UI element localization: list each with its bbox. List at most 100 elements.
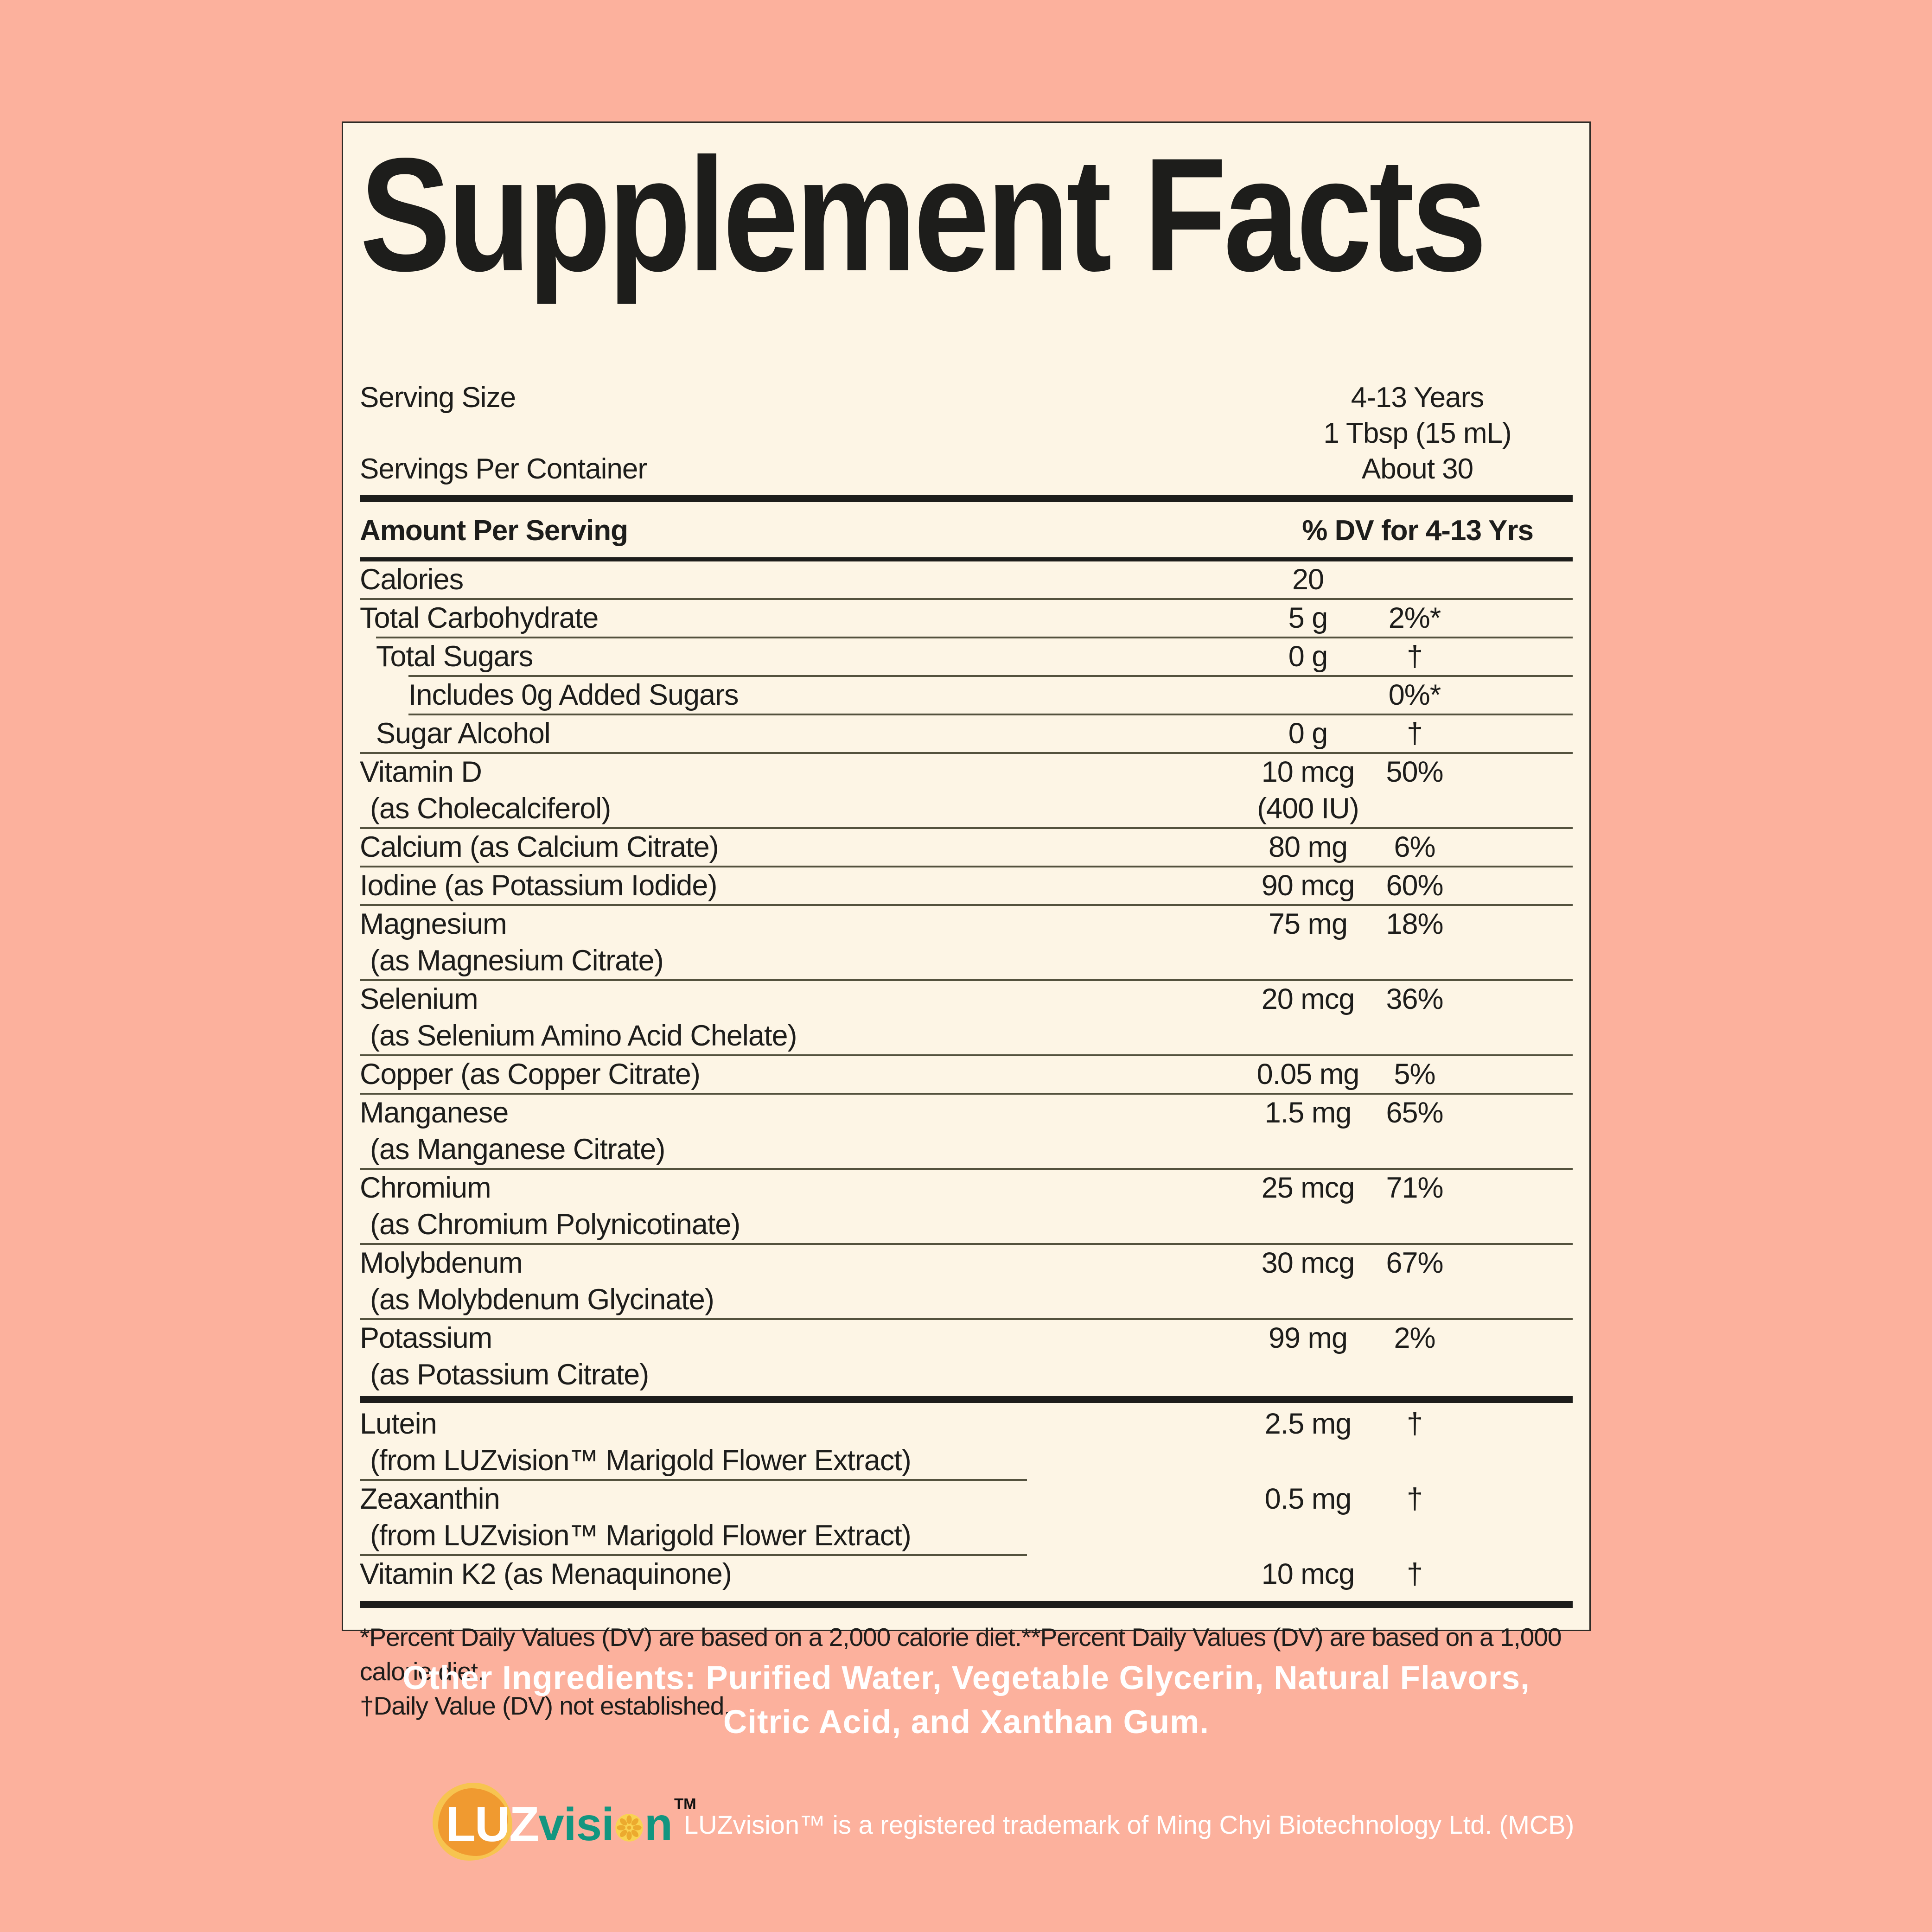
divider-heavy-bottom: [360, 1601, 1573, 1608]
nutrient-name: Includes 0g Added Sugars: [408, 679, 739, 711]
row-divider: [360, 598, 1573, 600]
logo-luz: LUZ: [446, 1797, 539, 1852]
nutrient-dv: 2%: [1394, 1322, 1435, 1354]
nutrient-name: Potassium: [360, 1322, 492, 1354]
nutrient-amount: 20 mcg: [1261, 983, 1355, 1015]
nutrient-amount: 75 mg: [1268, 908, 1348, 940]
nutrient-amount: 99 mg: [1268, 1322, 1348, 1354]
nutrient-row: Molybdenum 30 mcg 67% (as Molybdenum Glycin…: [360, 1245, 1573, 1318]
nutrient-row: Vitamin D 10 mcg 50% (as Cholecalciferol) (4…: [360, 754, 1573, 827]
nutrient-name: Copper (as Copper Citrate): [360, 1058, 701, 1090]
nutrient-dv: †: [1406, 640, 1423, 673]
row-divider: [360, 1479, 1027, 1481]
nutrient-name: Total Sugars: [376, 640, 533, 673]
sun-icon: [615, 1814, 643, 1842]
nutrient-line: Vitamin D 10 mcg 50%: [360, 754, 1573, 791]
panel-title: Supplement Facts: [360, 134, 1573, 347]
nutrient-name: Vitamin K2 (as Menaquinone): [360, 1558, 732, 1590]
row-divider: [360, 1168, 1573, 1170]
nutrient-subline: (as Molybdenum Glycinate): [360, 1282, 1573, 1318]
nutrient-row: Calcium (as Calcium Citrate) 80 mg 6%: [360, 829, 1573, 866]
servings-per-container-label: Servings Per Container: [360, 453, 647, 485]
row-divider: [360, 1093, 1573, 1095]
row-divider: [408, 714, 1573, 715]
nutrient-subline: (as Manganese Citrate): [360, 1131, 1573, 1168]
amount-per-serving-header: Amount Per Serving: [360, 515, 628, 547]
nutrient-line: Vitamin K2 (as Menaquinone) 10 mcg †: [360, 1556, 1573, 1593]
row-divider: [360, 904, 1573, 906]
nutrient-dv: 0%*: [1388, 679, 1441, 711]
logo-text: LUZ visi n: [446, 1783, 696, 1866]
serving-age-group: 4-13 Years: [1351, 382, 1484, 414]
nutrient-source: (as Molybdenum Glycinate): [370, 1283, 714, 1316]
nutrient-line: Manganese 1.5 mg 65%: [360, 1095, 1573, 1131]
nutrient-row: Sugar Alcohol 0 g †: [360, 715, 1573, 752]
nutrient-row: Vitamin K2 (as Menaquinone) 10 mcg †: [360, 1556, 1573, 1593]
nutrient-row: Potassium 99 mg 2% (as Potassium Citrate): [360, 1320, 1573, 1393]
nutrient-name: Manganese: [360, 1097, 509, 1129]
nutrient-dv: †: [1406, 1408, 1423, 1440]
serving-size-row: Serving Size 4-13 Years: [360, 380, 1573, 415]
nutrient-dv: †: [1406, 1558, 1423, 1590]
nutrient-amount: 30 mcg: [1261, 1247, 1355, 1279]
divider-heavy-top: [360, 495, 1573, 502]
footnote-percent-dv: *Percent Daily Values (DV) are based on …: [360, 1623, 1562, 1686]
row-divider: [360, 1554, 1027, 1556]
nutrient-subline: (as Potassium Citrate): [360, 1357, 1573, 1393]
supplement-facts-panel: Supplement Facts Serving Size 4-13 Years…: [342, 121, 1591, 1720]
nutrient-line: Calcium (as Calcium Citrate) 80 mg 6%: [360, 829, 1573, 866]
row-divider: [360, 1318, 1573, 1320]
serving-size-amount-row: 1 Tbsp (15 mL): [360, 415, 1573, 451]
nutrient-dv: †: [1406, 1483, 1423, 1515]
other-ingredients-line1: Other Ingredients: Purified Water, Veget…: [402, 1660, 1530, 1696]
nutrient-name: Iodine (as Potassium Iodide): [360, 869, 717, 902]
nutrient-dv: 65%: [1386, 1097, 1443, 1129]
nutrient-sub-amount: (400 IU): [1257, 792, 1359, 825]
nutrient-dv: 71%: [1386, 1172, 1443, 1204]
nutrient-row: Magnesium 75 mg 18% (as Magnesium Citrate): [360, 906, 1573, 979]
serving-info: Serving Size 4-13 Years 1 Tbsp (15 mL) S…: [360, 380, 1573, 487]
footer: LUZ visi n: [433, 1783, 1574, 1866]
nutrient-name: Magnesium: [360, 908, 507, 940]
nutrient-subline: (as Cholecalciferol) (400 IU): [360, 791, 1573, 827]
nutrient-row: Lutein 2.5 mg † (from LUZvision™ Marigold F…: [360, 1406, 1573, 1479]
nutrient-row: Includes 0g Added Sugars 0%*: [360, 677, 1573, 714]
nutrient-amount: 10 mcg: [1261, 756, 1355, 788]
nutrient-amount: 1.5 mg: [1264, 1097, 1352, 1129]
nutrient-line: Includes 0g Added Sugars 0%*: [360, 677, 1573, 714]
row-divider: [360, 1243, 1573, 1245]
nutrient-row: Chromium 25 mcg 71% (as Chromium Polynicoti…: [360, 1170, 1573, 1243]
row-divider: [360, 827, 1573, 829]
nutrient-name: Selenium: [360, 983, 478, 1015]
nutrient-row: Selenium 20 mcg 36% (as Selenium Amino Acid…: [360, 981, 1573, 1054]
nutrient-name: Sugar Alcohol: [376, 717, 551, 750]
nutrient-source: (as Manganese Citrate): [370, 1133, 665, 1166]
nutrient-row: Copper (as Copper Citrate) 0.05 mg 5%: [360, 1056, 1573, 1093]
nutrient-line: Magnesium 75 mg 18%: [360, 906, 1573, 943]
nutrient-row: Total Sugars 0 g †: [360, 638, 1573, 675]
nutrient-line: Total Carbohydrate 5 g 2%*: [360, 600, 1573, 637]
nutrient-name: Vitamin D: [360, 756, 482, 788]
row-divider: [360, 1054, 1573, 1056]
nutrient-name: Calcium (as Calcium Citrate): [360, 831, 719, 863]
nutrient-amount: 90 mcg: [1261, 869, 1355, 902]
nutrient-dv: 36%: [1386, 983, 1443, 1015]
nutrient-name: Molybdenum: [360, 1247, 523, 1279]
nutrient-line: Potassium 99 mg 2%: [360, 1320, 1573, 1357]
logo-blob-inner: [438, 1788, 508, 1856]
footnote-dagger: †Daily Value (DV) not established.: [360, 1691, 731, 1720]
logo-n: n: [644, 1798, 673, 1850]
nutrient-amount: 25 mcg: [1261, 1172, 1355, 1204]
nutrient-line: Chromium 25 mcg 71%: [360, 1170, 1573, 1206]
nutrient-subline: (as Selenium Amino Acid Chelate): [360, 1018, 1573, 1054]
nutrient-subline: (as Chromium Polynicotinate): [360, 1206, 1573, 1243]
logo-trademark-mark: TM: [674, 1795, 696, 1812]
nutrient-amount: 80 mg: [1268, 831, 1348, 863]
nutrient-subline: (as Magnesium Citrate): [360, 943, 1573, 979]
nutrient-dv: 2%*: [1388, 602, 1441, 634]
row-divider: [376, 637, 1573, 638]
nutrient-subline: (from LUZvision™ Marigold Flower Extract…: [360, 1442, 1573, 1479]
row-divider: [360, 979, 1573, 981]
nutrient-name: Calories: [360, 563, 464, 596]
